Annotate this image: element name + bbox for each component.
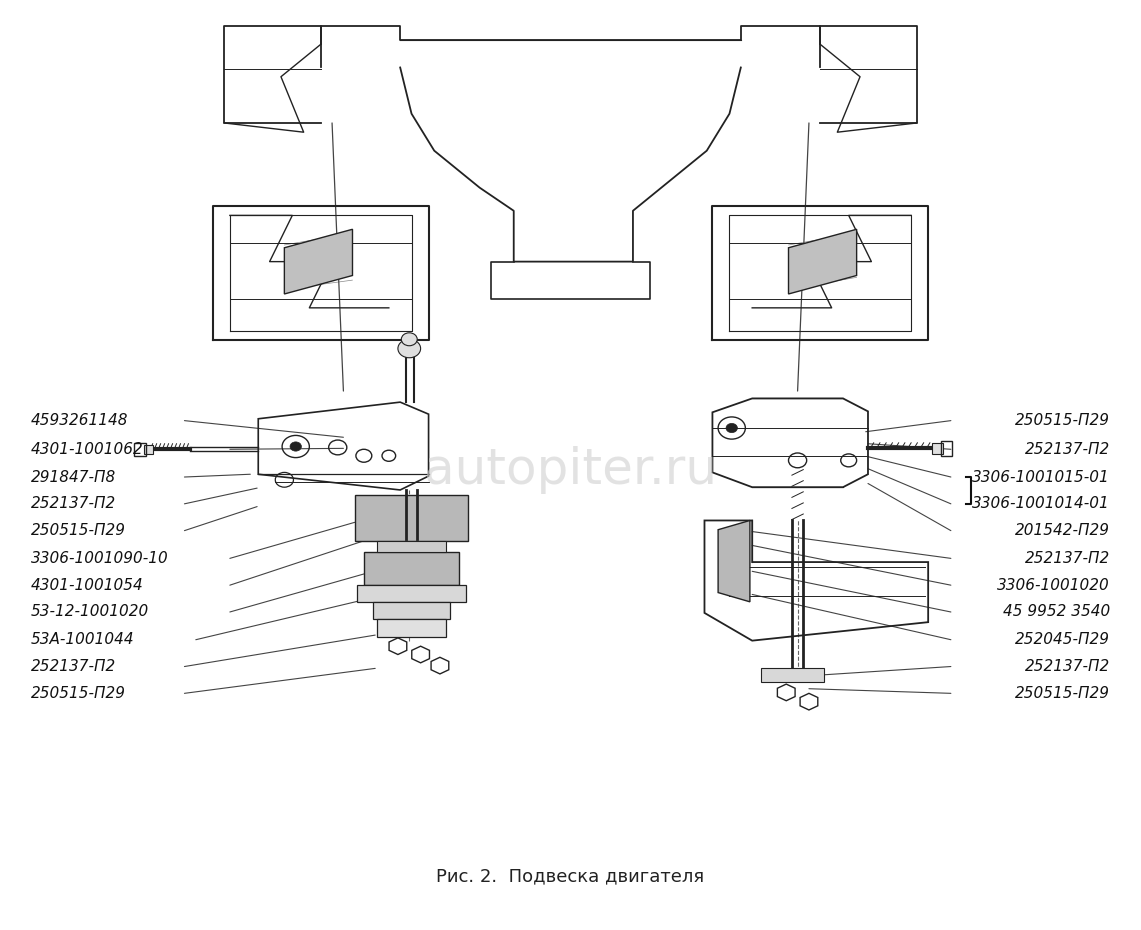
- Bar: [373, 602, 451, 619]
- Text: 4593261148: 4593261148: [31, 413, 129, 428]
- Polygon shape: [355, 495, 468, 541]
- Text: 291847-П8: 291847-П8: [31, 470, 116, 485]
- Text: 3306-1001014-01: 3306-1001014-01: [972, 497, 1110, 512]
- Bar: [378, 619, 446, 637]
- Text: 252137-П2: 252137-П2: [31, 659, 116, 674]
- Polygon shape: [364, 551, 459, 585]
- Bar: [378, 541, 446, 551]
- Bar: [144, 445, 153, 454]
- Text: 201542-П29: 201542-П29: [1014, 524, 1110, 538]
- Polygon shape: [284, 230, 353, 294]
- Bar: [135, 443, 146, 456]
- Text: autopiter.ru: autopiter.ru: [424, 445, 717, 494]
- Circle shape: [726, 423, 737, 432]
- Text: 45 9952 3540: 45 9952 3540: [1003, 604, 1110, 619]
- Text: 252137-П2: 252137-П2: [31, 497, 116, 512]
- Text: 3306-1001020: 3306-1001020: [997, 578, 1110, 592]
- Bar: [357, 585, 466, 602]
- Text: 252137-П2: 252137-П2: [1025, 442, 1110, 457]
- Text: 3306-1001090-10: 3306-1001090-10: [31, 551, 169, 565]
- Text: 250515-П29: 250515-П29: [31, 685, 127, 701]
- Circle shape: [398, 339, 421, 358]
- Bar: [761, 669, 824, 683]
- Text: 252137-П2: 252137-П2: [1025, 551, 1110, 565]
- Text: 53-12-1001020: 53-12-1001020: [31, 604, 149, 619]
- Bar: [931, 443, 942, 454]
- Circle shape: [402, 333, 418, 346]
- Polygon shape: [718, 521, 750, 602]
- Text: 3306-1001015-01: 3306-1001015-01: [972, 470, 1110, 485]
- Bar: [940, 441, 952, 456]
- Circle shape: [290, 442, 301, 451]
- Text: 252045-П29: 252045-П29: [1014, 632, 1110, 647]
- Text: 250515-П29: 250515-П29: [31, 524, 127, 538]
- Text: 4301-1001054: 4301-1001054: [31, 578, 144, 592]
- Text: 53А-1001044: 53А-1001044: [31, 632, 135, 647]
- Text: Рис. 2.  Подвеска двигателя: Рис. 2. Подвеска двигателя: [437, 868, 704, 885]
- Text: 252137-П2: 252137-П2: [1025, 659, 1110, 674]
- Text: 4301-1001062: 4301-1001062: [31, 442, 144, 457]
- Text: 250515-П29: 250515-П29: [1014, 685, 1110, 701]
- Text: 250515-П29: 250515-П29: [1014, 413, 1110, 428]
- Polygon shape: [788, 230, 857, 294]
